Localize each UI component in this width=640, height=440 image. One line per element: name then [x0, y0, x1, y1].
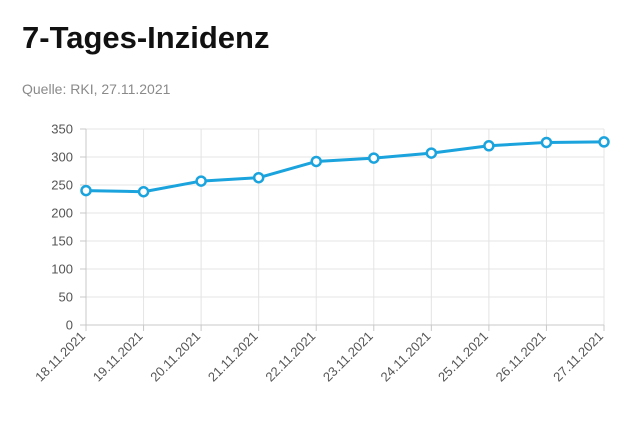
x-tick-label: 22.11.2021: [262, 329, 318, 385]
y-tick-label: 350: [51, 122, 73, 137]
y-tick-label: 250: [51, 178, 73, 193]
x-tick-label: 23.11.2021: [320, 329, 376, 385]
y-axis-tick-labels: 0 50 100 150 200 250 300 350: [51, 122, 73, 333]
axes: [80, 128, 605, 331]
source-note: Quelle: RKI, 27.11.2021: [22, 81, 171, 97]
y-tick-label: 0: [66, 318, 73, 333]
x-tick-label: 19.11.2021: [90, 329, 146, 385]
x-tick-label: 25.11.2021: [435, 329, 491, 385]
x-tick-label: 26.11.2021: [493, 329, 549, 385]
x-tick-label: 24.11.2021: [378, 329, 434, 385]
data-point: [368, 152, 380, 164]
data-series: [80, 136, 610, 198]
y-tick-label: 50: [59, 290, 73, 305]
x-tick-label: 20.11.2021: [147, 329, 203, 385]
x-axis-tick-labels: 18.11.2021 19.11.2021 20.11.2021 21.11.2021…: [32, 329, 606, 385]
x-tick-label: 21.11.2021: [205, 329, 261, 385]
y-tick-label: 100: [51, 262, 73, 277]
data-point: [252, 171, 265, 184]
x-tick-label: 18.11.2021: [32, 329, 88, 385]
chart-title: 7-Tages-Inzidenz: [22, 20, 270, 55]
y-tick-label: 300: [51, 150, 73, 165]
data-point: [137, 185, 150, 198]
x-tick-label: 27.11.2021: [550, 329, 606, 385]
data-point: [425, 147, 438, 159]
data-point: [310, 155, 322, 168]
data-point: [598, 136, 610, 148]
y-tick-label: 200: [51, 206, 73, 221]
data-point: [80, 184, 92, 197]
series-line: [84, 140, 606, 194]
data-point: [483, 140, 495, 152]
data-point: [195, 175, 207, 187]
y-tick-label: 150: [51, 234, 73, 249]
data-point: [540, 136, 553, 149]
